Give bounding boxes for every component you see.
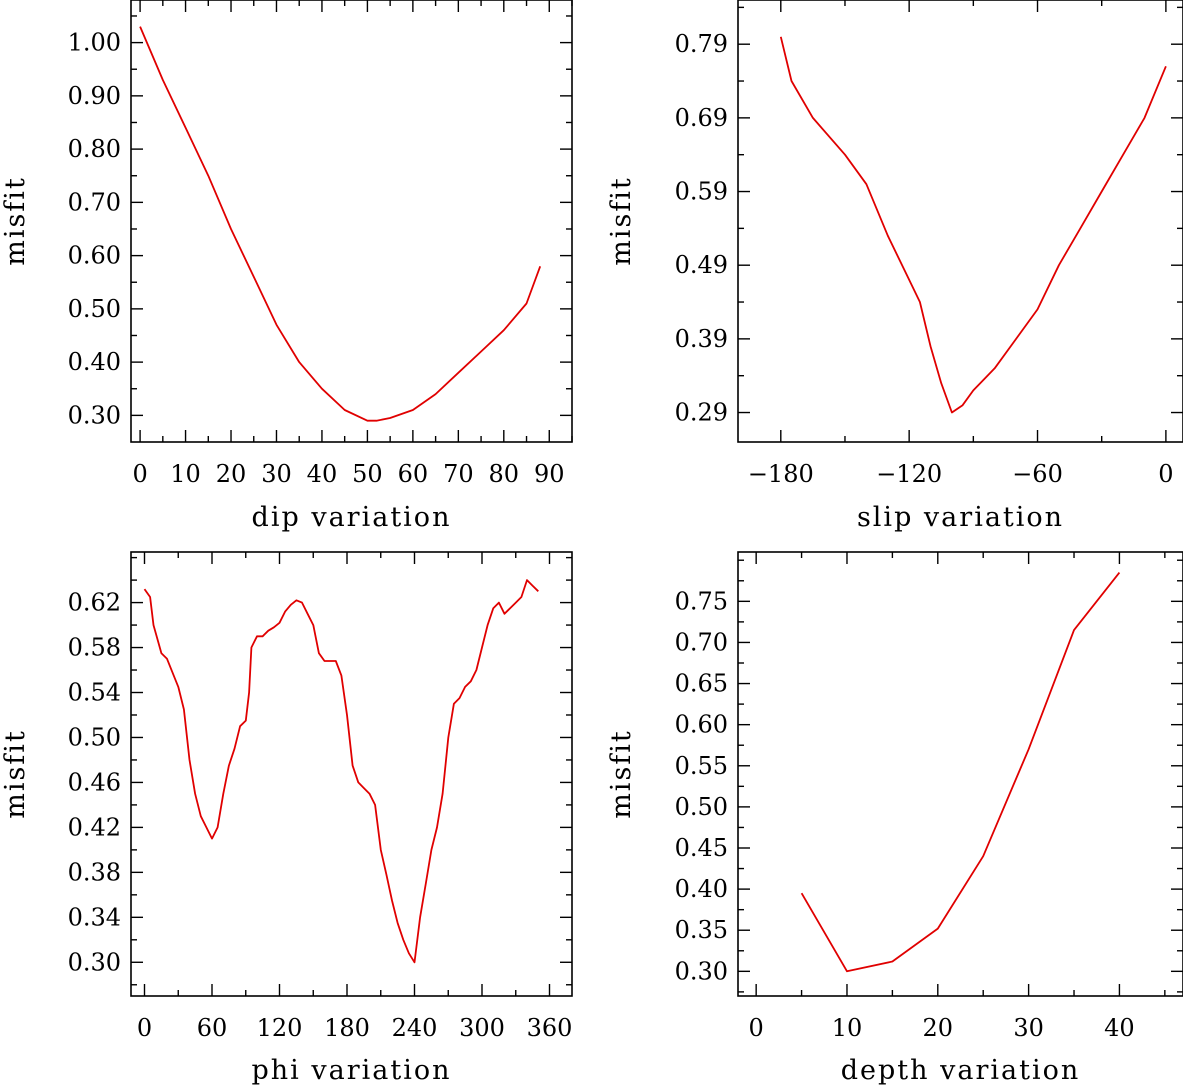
y-tick-label: 0.75 [675,587,728,615]
x-tick-label: −180 [748,460,814,488]
y-tick-label: 0.49 [675,251,728,279]
x-tick-label: 40 [307,460,338,488]
y-tick-label: 0.70 [675,628,728,656]
y-axis-label: misfit [0,176,31,266]
x-tick-label: 0 [749,1014,764,1042]
x-tick-label: 10 [170,460,201,488]
x-tick-label: 240 [392,1014,438,1042]
y-tick-label: 0.60 [675,711,728,739]
y-tick-label: 0.60 [68,242,121,270]
x-tick-label: 50 [352,460,383,488]
y-tick-label: 0.42 [68,813,121,841]
x-tick-label: 80 [489,460,520,488]
y-tick-label: 0.30 [68,948,121,976]
y-tick-label: 0.65 [675,670,728,698]
x-tick-label: 90 [534,460,565,488]
plot-frame [737,551,1183,997]
y-tick-label: 0.80 [68,135,121,163]
y-tick-label: 0.90 [68,82,121,110]
y-tick-label: 0.59 [675,178,728,206]
y-tick-label: 0.79 [675,30,728,58]
y-tick-label: 0.69 [675,104,728,132]
y-tick-label: 0.70 [68,188,121,216]
y-tick-label: 0.40 [68,348,121,376]
y-tick-label: 0.62 [68,589,121,617]
x-tick-label: −60 [1012,460,1063,488]
y-tick-label: 0.55 [675,752,728,780]
y-tick-label: 0.54 [68,679,121,707]
y-tick-label: 0.35 [675,916,728,944]
y-tick-label: 0.38 [68,858,121,886]
x-tick-label: 60 [197,1014,228,1042]
x-tick-label: 120 [257,1014,303,1042]
chart-panel-bottom-left: 0 60 120 180 240 300 360 0.30 0.34 0.38 0.42 0.46 0.… [0,551,573,1086]
y-tick-label: 0.34 [68,903,121,931]
y-tick-label: 0.40 [675,875,728,903]
x-tick-label: 0 [137,1014,152,1042]
misfit-curve [139,26,542,422]
x-tick-label: 30 [1013,1014,1044,1042]
y-axis-label: misfit [606,729,637,819]
x-axis-label: dip variation [252,502,452,533]
x-tick-label: 20 [216,460,247,488]
x-tick-label: 10 [832,1014,863,1042]
x-tick-label: 40 [1104,1014,1135,1042]
chart-panel-top-left: 0 10 20 30 40 50 60 70 80 90 0.30 0.40 0.50 0.60 0.70 0… [0,0,573,533]
x-axis-label: phi variation [251,1055,451,1086]
y-tick-label: 0.30 [675,957,728,985]
x-axis-label: slip variation [857,502,1064,533]
y-tick-label: 0.29 [675,399,728,427]
chart-panel-bottom-right: 0 10 20 30 40 0.30 0.35 0.40 0.45 0.50 0.55 0.60 0.6… [606,551,1183,1086]
y-tick-label: 0.45 [675,834,728,862]
misfit-curve [800,572,1121,973]
x-tick-label: 0 [1158,460,1173,488]
misfit-curve [779,36,1167,414]
plot-frame [130,551,573,997]
y-tick-label: 0.30 [68,401,121,429]
x-tick-label: 360 [527,1014,573,1042]
plot-frame [737,0,1183,443]
x-tick-label: 30 [261,460,292,488]
x-tick-label: 20 [923,1014,954,1042]
y-axis-label: misfit [606,176,637,266]
y-tick-label: 0.46 [68,768,121,796]
x-tick-label: −120 [876,460,942,488]
y-tick-label: 0.50 [68,723,121,751]
y-tick-label: 0.50 [675,793,728,821]
y-tick-label: 1.00 [68,29,121,57]
x-tick-label: 0 [132,460,147,488]
y-axis-label: misfit [0,729,31,819]
x-tick-label: 180 [324,1014,370,1042]
misfit-curve [143,579,539,964]
x-tick-label: 70 [443,460,474,488]
x-tick-label: 300 [459,1014,505,1042]
y-tick-label: 0.50 [68,295,121,323]
y-tick-label: 0.39 [675,325,728,353]
x-tick-label: 60 [398,460,429,488]
chart-panel-top-right: −180 −120 −60 0 0.29 0.39 0.49 0.59 0.69 0.79 slip… [606,0,1183,533]
x-axis-label: depth variation [841,1055,1081,1086]
y-tick-label: 0.58 [68,634,121,662]
plot-frame [130,0,573,443]
